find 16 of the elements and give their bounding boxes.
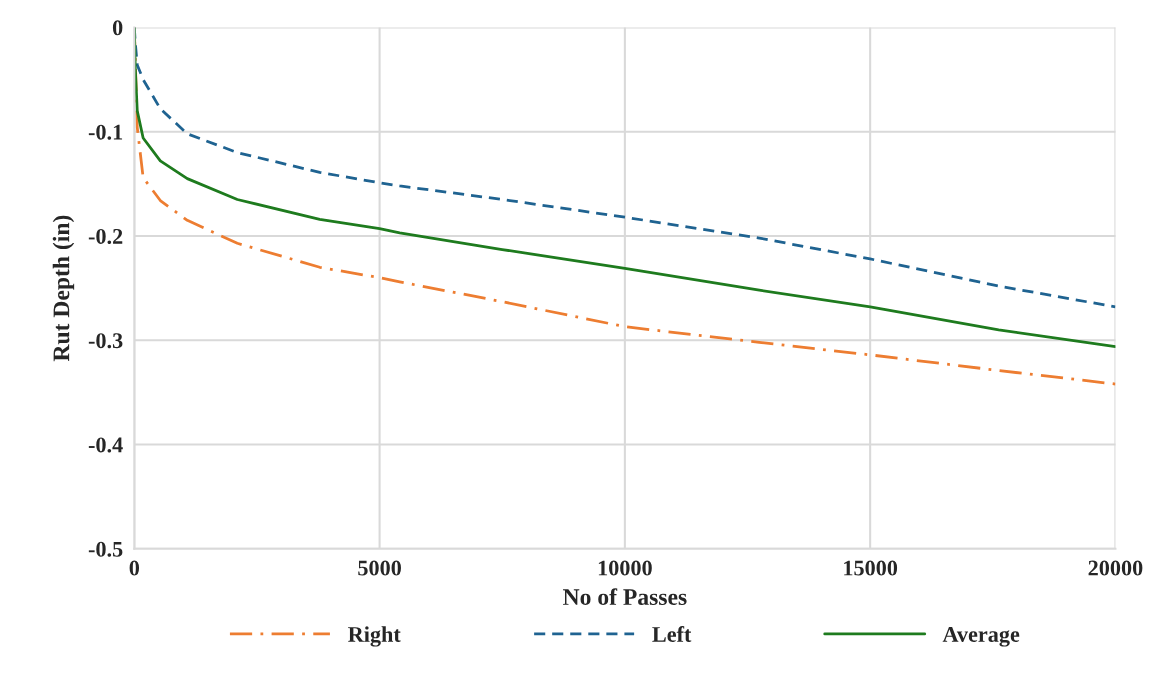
x-tick-label: 20000	[1088, 560, 1143, 576]
y-tick-label: -0.4	[88, 437, 123, 453]
legend-label: Average	[942, 627, 1020, 647]
x-tick-label: 10000	[598, 560, 652, 576]
y-tick-label: 0	[112, 20, 123, 36]
y-tick-label: -0.1	[88, 124, 123, 140]
y-axis-title: Rut Depth (in)	[52, 215, 75, 362]
y-tick-label: -0.2	[88, 228, 123, 245]
x-tick-label: 15000	[844, 560, 898, 576]
y-tick-label: -0.5	[88, 541, 123, 557]
y-tick-label: -0.3	[88, 333, 123, 349]
x-tick-label: 0	[129, 560, 140, 576]
x-tick-label: 5000	[358, 560, 401, 576]
legend-label: Left	[652, 626, 692, 642]
legend-label: Right	[348, 626, 401, 647]
x-axis-title: No of Passes	[563, 588, 687, 606]
